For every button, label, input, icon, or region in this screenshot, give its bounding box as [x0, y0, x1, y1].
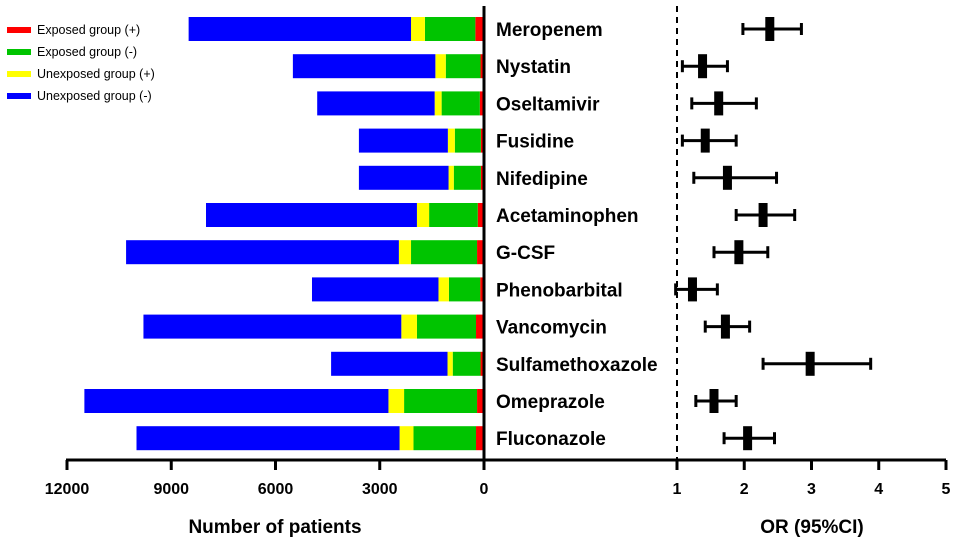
- drug-label: Nystatin: [496, 57, 571, 78]
- legend-swatch: [7, 49, 31, 55]
- forest-tick-label: 1: [673, 481, 682, 498]
- drug-label: Fusidine: [496, 132, 574, 153]
- left-tick-label: 9000: [153, 481, 189, 498]
- left-tick-label: 6000: [258, 481, 294, 498]
- bar-nystatin-unexposed-group: [435, 54, 446, 79]
- bar-g-csf-exposed-group: [477, 240, 484, 265]
- bar-fusidine-unexposed-group: [358, 128, 448, 153]
- or-point: [765, 17, 775, 41]
- bar-vancomycin-exposed-group: [416, 314, 476, 339]
- legend: Exposed group (+) Exposed group (-) Unexpo…: [7, 23, 155, 103]
- bar-phenobarbital-unexposed-group: [438, 277, 449, 302]
- legend-label: Exposed group (-): [37, 45, 137, 59]
- bar-oseltamivir-exposed-group: [479, 91, 484, 116]
- or-point: [687, 277, 697, 302]
- bar-vancomycin-unexposed-group: [143, 314, 402, 339]
- bar-nifedipine-exposed-group: [480, 165, 484, 190]
- left-tick-label: 0: [480, 481, 489, 498]
- legend-swatch: [7, 71, 31, 77]
- drug-label: Sulfamethoxazole: [496, 355, 658, 376]
- bar-acetaminophen-exposed-group: [429, 203, 478, 227]
- or-point: [758, 203, 768, 227]
- or-point: [698, 54, 708, 79]
- or-point: [709, 389, 719, 413]
- or-point: [722, 165, 732, 190]
- bar-acetaminophen-exposed-group: [477, 203, 484, 227]
- legend-label: Exposed group (+): [37, 23, 140, 37]
- forest-axis-title: OR (95%CI): [760, 517, 863, 538]
- legend-label: Unexposed group (-): [37, 89, 152, 103]
- or-point: [720, 314, 730, 339]
- or-point: [805, 351, 815, 376]
- drug-label: Omeprazole: [496, 392, 605, 413]
- bar-fluconazole-exposed-group: [413, 426, 477, 451]
- bar-vancomycin-exposed-group: [476, 314, 484, 339]
- forest-tick-label: 2: [740, 481, 749, 498]
- bar-oseltamivir-unexposed-group: [317, 91, 435, 116]
- forest-tick-label: 4: [874, 481, 883, 498]
- bar-nifedipine-unexposed-group: [358, 165, 449, 190]
- bar-fusidine-exposed-group: [480, 128, 484, 153]
- left-axis-title: Number of patients: [188, 517, 361, 538]
- drug-label: Oseltamivir: [496, 94, 600, 115]
- bar-sulfamethoxazole-unexposed-group: [447, 351, 453, 376]
- drug-label: Nifedipine: [496, 169, 588, 190]
- bar-acetaminophen-unexposed-group: [206, 203, 417, 227]
- bar-omeprazole-unexposed-group: [84, 389, 389, 413]
- axes: 12000 9000 6000 3000 0 1 2 3 4 5: [45, 6, 951, 498]
- bar-nystatin-unexposed-group: [292, 54, 436, 79]
- bar-meropenem-unexposed-group: [411, 17, 425, 41]
- forest-tick-label: 3: [807, 481, 816, 498]
- bar-g-csf-unexposed-group: [398, 240, 412, 265]
- forest-plot: [674, 17, 873, 451]
- bar-phenobarbital-exposed-group: [480, 277, 484, 302]
- drug-label: Vancomycin: [496, 318, 607, 339]
- bar-meropenem-exposed-group: [424, 17, 476, 41]
- bar-g-csf-unexposed-group: [126, 240, 399, 265]
- or-point: [700, 128, 710, 153]
- bar-sulfamethoxazole-unexposed-group: [331, 351, 448, 376]
- bar-fusidine-unexposed-group: [447, 128, 455, 153]
- drug-label: Phenobarbital: [496, 280, 623, 301]
- bar-nifedipine-unexposed-group: [448, 165, 454, 190]
- bar-fusidine-exposed-group: [454, 128, 481, 153]
- bar-phenobarbital-exposed-group: [448, 277, 481, 302]
- legend-swatch: [7, 27, 31, 33]
- bar-vancomycin-unexposed-group: [401, 314, 417, 339]
- drug-label: G-CSF: [496, 243, 555, 264]
- stacked-bars: [84, 17, 484, 451]
- bar-sulfamethoxazole-exposed-group: [452, 351, 481, 376]
- drug-labels: Meropenem Nystatin Oseltamivir Fusidine Nife…: [496, 20, 658, 450]
- bar-meropenem-exposed-group: [475, 17, 484, 41]
- or-point: [734, 240, 744, 265]
- bar-meropenem-unexposed-group: [188, 17, 412, 41]
- bar-nifedipine-exposed-group: [453, 165, 481, 190]
- bar-g-csf-exposed-group: [411, 240, 478, 265]
- drug-label: Acetaminophen: [496, 206, 639, 227]
- legend-label: Unexposed group (+): [37, 67, 155, 81]
- bar-nystatin-exposed-group: [445, 54, 481, 79]
- or-point: [743, 426, 753, 451]
- drug-label: Meropenem: [496, 20, 603, 41]
- or-point: [714, 91, 724, 116]
- bar-fluconazole-unexposed-group: [136, 426, 400, 451]
- bar-oseltamivir-exposed-group: [441, 91, 480, 116]
- bar-phenobarbital-unexposed-group: [311, 277, 439, 302]
- bar-omeprazole-exposed-group: [404, 389, 478, 413]
- bar-fluconazole-exposed-group: [476, 426, 484, 451]
- bar-omeprazole-unexposed-group: [388, 389, 405, 413]
- left-tick-label: 3000: [362, 481, 398, 498]
- bar-omeprazole-exposed-group: [477, 389, 484, 413]
- bar-oseltamivir-unexposed-group: [434, 91, 442, 116]
- legend-swatch: [7, 93, 31, 99]
- bar-fluconazole-unexposed-group: [399, 426, 414, 451]
- drug-label: Fluconazole: [496, 429, 606, 450]
- bar-nystatin-exposed-group: [480, 54, 484, 79]
- forest-tick-label: 5: [942, 481, 951, 498]
- left-tick-label: 12000: [45, 481, 90, 498]
- bar-acetaminophen-unexposed-group: [416, 203, 430, 227]
- bar-sulfamethoxazole-exposed-group: [480, 351, 484, 376]
